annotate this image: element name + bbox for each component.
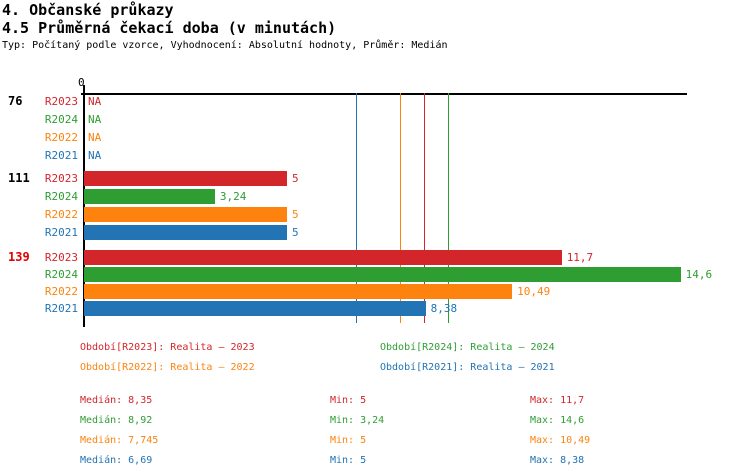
group-label: 76 bbox=[8, 94, 23, 108]
bar-r2022 bbox=[84, 207, 287, 222]
series-label: R2022 bbox=[44, 131, 78, 144]
bar-r2021 bbox=[84, 225, 287, 240]
page-title: 4. Občanské průkazy bbox=[2, 1, 174, 19]
series-label: R2023 bbox=[44, 172, 78, 185]
stat-median: Medián: 7,745 bbox=[80, 435, 159, 446]
bar-value-label: NA bbox=[88, 113, 102, 126]
bar-r2023 bbox=[84, 250, 562, 265]
group-label: 111 bbox=[8, 171, 30, 185]
stat-min: Min: 5 bbox=[330, 395, 367, 406]
stat-min: Min: 5 bbox=[330, 435, 367, 446]
bar-value-label: NA bbox=[88, 149, 102, 162]
bar-value-label: 5 bbox=[292, 208, 299, 221]
legend-item: Období[R2024]: Realita – 2024 bbox=[380, 342, 555, 353]
stat-max: Max: 11,7 bbox=[530, 395, 585, 406]
bar-r2024 bbox=[84, 267, 681, 282]
bar-value-label: 14,6 bbox=[685, 268, 713, 281]
legend-item: Období[R2021]: Realita – 2021 bbox=[380, 362, 555, 373]
axis-vertical-line bbox=[83, 85, 85, 327]
stat-median: Medián: 8,35 bbox=[80, 395, 153, 406]
series-label: R2022 bbox=[44, 208, 78, 221]
bar-value-label: 5 bbox=[292, 172, 299, 185]
stat-max: Max: 8,38 bbox=[530, 455, 585, 466]
median-line-r2024 bbox=[447, 93, 449, 323]
axis-horizontal-line bbox=[81, 93, 687, 95]
series-label: R2024 bbox=[44, 190, 78, 203]
bar-value-label: 10,49 bbox=[517, 285, 551, 298]
group-label: 139 bbox=[8, 250, 30, 264]
axis-zero-label: 0 bbox=[78, 76, 85, 89]
legend-item: Období[R2022]: Realita – 2022 bbox=[80, 362, 255, 373]
stat-max: Max: 14,6 bbox=[530, 415, 585, 426]
bar-value-label: 11,7 bbox=[566, 251, 594, 264]
chart-meta: Typ: Počítaný podle vzorce, Vyhodnocení:… bbox=[2, 40, 448, 51]
stat-min: Min: 3,24 bbox=[330, 415, 385, 426]
bar-value-label: NA bbox=[88, 131, 102, 144]
legend-item: Období[R2023]: Realita – 2023 bbox=[80, 342, 255, 353]
chart-title: 4.5 Průměrná čekací doba (v minutách) bbox=[2, 19, 337, 37]
median-line-r2021 bbox=[356, 93, 358, 323]
bar-r2024 bbox=[84, 189, 215, 204]
bar-value-label: 3,24 bbox=[219, 190, 247, 203]
series-label: R2022 bbox=[44, 285, 78, 298]
median-line-r2022 bbox=[399, 93, 401, 323]
series-label: R2021 bbox=[44, 149, 78, 162]
series-label: R2024 bbox=[44, 268, 78, 281]
median-line-r2023 bbox=[424, 93, 426, 323]
series-label: R2021 bbox=[44, 226, 78, 239]
bar-value-label: NA bbox=[88, 95, 102, 108]
bar-value-label: 8,38 bbox=[430, 302, 458, 315]
stat-median: Medián: 8,92 bbox=[80, 415, 153, 426]
series-label: R2023 bbox=[44, 251, 78, 264]
bar-value-label: 5 bbox=[292, 226, 299, 239]
bar-r2022 bbox=[84, 284, 513, 299]
series-label: R2023 bbox=[44, 95, 78, 108]
stat-max: Max: 10,49 bbox=[530, 435, 591, 446]
series-label: R2024 bbox=[44, 113, 78, 126]
bar-r2023 bbox=[84, 171, 287, 186]
stat-min: Min: 5 bbox=[330, 455, 367, 466]
series-label: R2021 bbox=[44, 302, 78, 315]
bar-r2021 bbox=[84, 301, 426, 316]
stat-median: Medián: 6,69 bbox=[80, 455, 153, 466]
